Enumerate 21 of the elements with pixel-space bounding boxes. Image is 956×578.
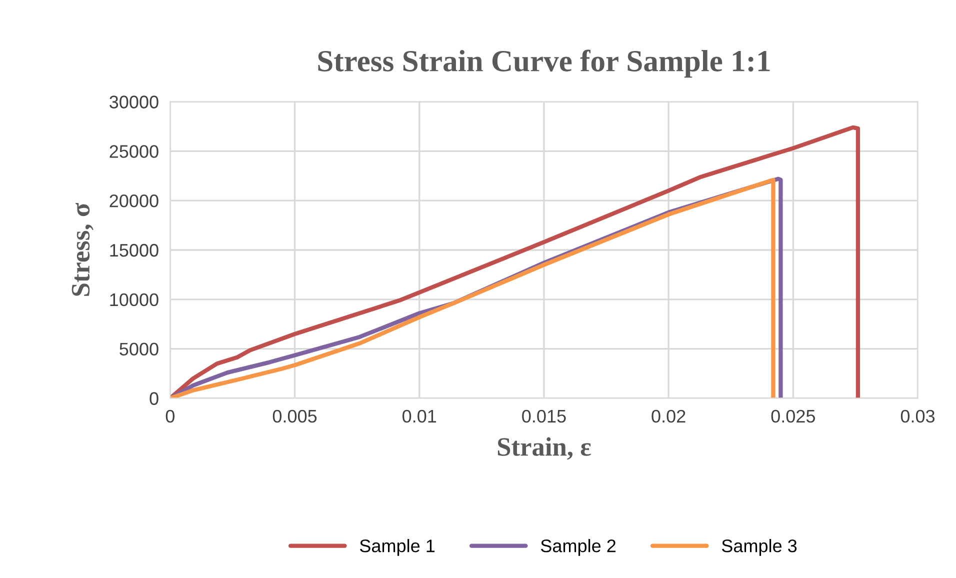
y-tick-label: 10000: [110, 293, 158, 306]
x-tick-label: 0.015: [522, 410, 566, 423]
y-tick-label: 20000: [110, 194, 158, 208]
y-tick-label: 5000: [120, 342, 158, 356]
y-axis-title: Stress, σ: [72, 202, 94, 296]
x-tick-label: 0.03: [900, 410, 935, 423]
x-tick-label: 0.005: [272, 410, 317, 423]
x-tick-label: 0.02: [652, 410, 686, 423]
y-tick-label: 15000: [110, 244, 158, 257]
y-tick-label: 0: [150, 392, 158, 405]
chart-title: Stress Strain Curve for Sample 1:1: [318, 50, 770, 78]
x-tick-label: 0.01: [402, 410, 436, 423]
x-axis-title: Strain, ε: [498, 437, 591, 460]
legend-label: Sample 1: [360, 539, 435, 556]
x-tick-label: 0.025: [771, 410, 815, 423]
y-tick-label: 25000: [110, 145, 158, 158]
legend-label: Sample 3: [722, 539, 797, 556]
legend-label: Sample 2: [540, 539, 616, 556]
x-tick-label: 0: [166, 410, 174, 423]
line-series: [170, 125, 860, 398]
y-tick-label: 30000: [110, 96, 158, 108]
